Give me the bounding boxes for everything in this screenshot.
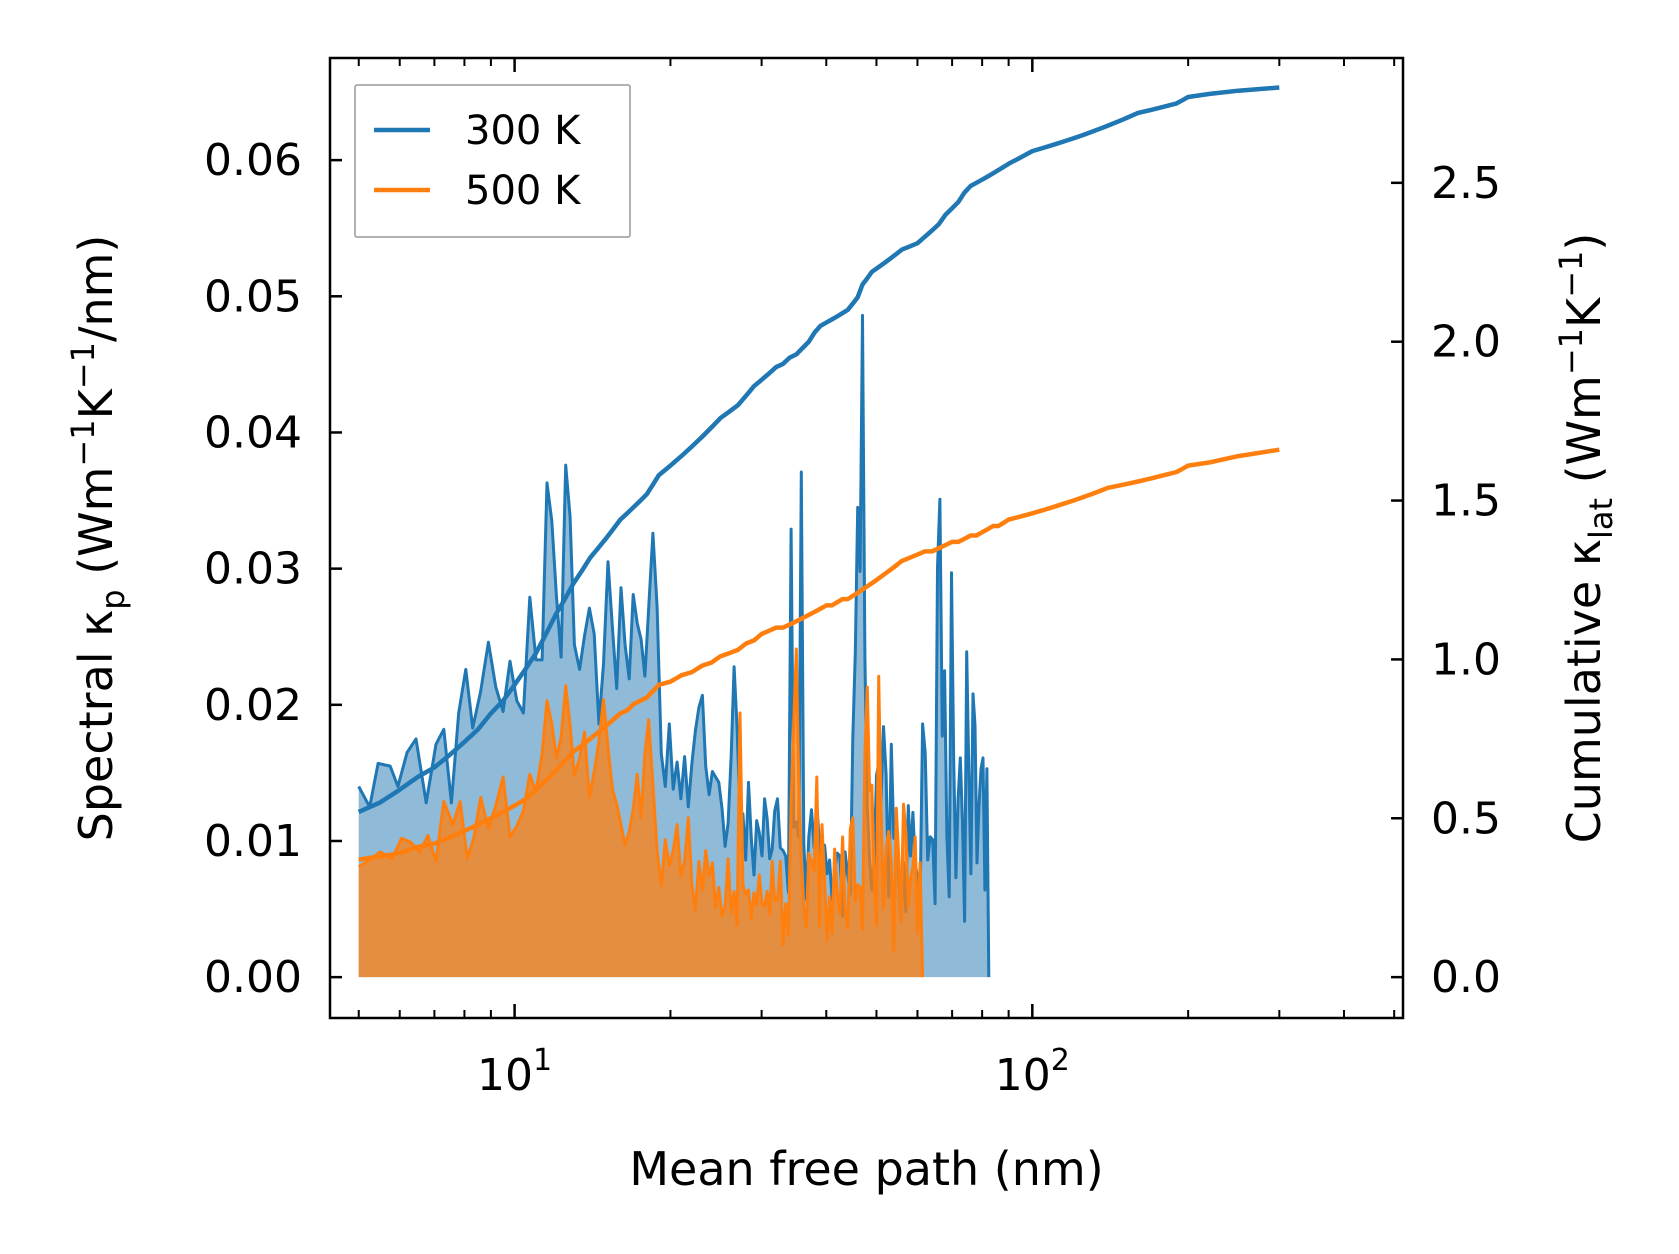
y-right-tick-label: 2.5	[1431, 158, 1501, 209]
y-right-axis-title: Cumulative κlat (Wm−1K−1)	[1552, 233, 1620, 844]
axes-layer: 0.00 0.01 0.02 0.03 0.04 0.05 0.06 0.0 0.5 1.0 1.5…	[64, 56, 1620, 1196]
legend: 300 K 500 K	[354, 84, 631, 238]
y-right-tick-label: 1.0	[1431, 634, 1501, 685]
legend-label: 500 K	[465, 168, 582, 214]
x-axis-title: Mean free path (nm)	[629, 1142, 1103, 1196]
y-right-tick-label: 0.0	[1431, 952, 1501, 1003]
legend-box	[354, 84, 631, 238]
x-tick-label: 101	[477, 1043, 552, 1101]
legend-label: 300 K	[465, 108, 582, 154]
y-right-tick-label: 2.0	[1431, 317, 1501, 368]
y-left-tick-label: 0.03	[204, 544, 302, 595]
cumulative-line-500k	[358, 447, 1280, 862]
y-left-tick-label: 0.00	[204, 952, 302, 1003]
y-left-tick-label: 0.05	[204, 271, 302, 322]
y-left-tick-label: 0.06	[204, 135, 302, 186]
spectral-line-300k	[357, 313, 991, 978]
spectral-line-500k	[357, 647, 925, 978]
y-left-tick-label: 0.04	[204, 407, 302, 458]
cumulative-line-300k	[357, 85, 1280, 814]
plot-frame	[328, 56, 1405, 1020]
plot-layer	[357, 85, 1280, 978]
y-right-tick-label: 1.5	[1431, 476, 1501, 527]
x-tick-label: 102	[995, 1043, 1070, 1101]
y-left-tick-label: 0.01	[204, 816, 302, 867]
y-left-axis-title: Spectral κp (Wm−1K−1/nm)	[64, 235, 132, 842]
y-right-tick-label: 0.5	[1431, 793, 1501, 844]
spectral-area-300k	[358, 315, 989, 978]
y-left-tick-label: 0.02	[204, 680, 302, 731]
